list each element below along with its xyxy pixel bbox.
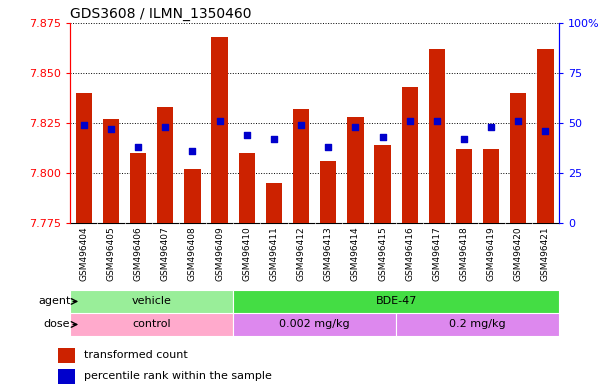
Text: 0.2 mg/kg: 0.2 mg/kg	[449, 319, 506, 329]
Point	[432, 118, 442, 124]
Text: GSM496420: GSM496420	[514, 226, 523, 281]
Bar	[70, 313, 233, 336]
Bar	[347, 117, 364, 223]
Point	[541, 128, 551, 134]
Bar	[429, 49, 445, 223]
Bar	[396, 313, 559, 336]
Bar	[233, 290, 559, 313]
Text: percentile rank within the sample: percentile rank within the sample	[84, 371, 271, 381]
Point	[161, 124, 170, 130]
Point	[378, 134, 387, 140]
Text: GSM496414: GSM496414	[351, 226, 360, 281]
Bar	[510, 93, 527, 223]
Point	[323, 144, 333, 150]
Text: GSM496409: GSM496409	[215, 226, 224, 281]
Text: dose: dose	[44, 319, 70, 329]
Point	[106, 126, 116, 132]
Bar	[401, 87, 418, 223]
Bar	[70, 290, 233, 313]
Point	[242, 132, 252, 138]
Bar	[58, 348, 75, 362]
Point	[133, 144, 143, 150]
Text: GSM496421: GSM496421	[541, 226, 550, 281]
Point	[405, 118, 415, 124]
Bar	[130, 153, 146, 223]
Bar	[103, 119, 119, 223]
Text: GSM496418: GSM496418	[459, 226, 469, 281]
Bar	[266, 183, 282, 223]
Text: GSM496406: GSM496406	[134, 226, 142, 281]
Text: GSM496410: GSM496410	[243, 226, 251, 281]
Point	[351, 124, 360, 130]
Bar	[58, 369, 75, 384]
Point	[214, 118, 224, 124]
Text: GSM496407: GSM496407	[161, 226, 170, 281]
Bar	[483, 149, 499, 223]
Point	[269, 136, 279, 142]
Point	[188, 148, 197, 154]
Point	[486, 124, 496, 130]
Bar	[76, 93, 92, 223]
Text: agent: agent	[38, 296, 70, 306]
Text: vehicle: vehicle	[132, 296, 172, 306]
Bar	[456, 149, 472, 223]
Bar	[293, 109, 309, 223]
Point	[79, 122, 89, 128]
Text: 0.002 mg/kg: 0.002 mg/kg	[279, 319, 350, 329]
Text: GSM496412: GSM496412	[296, 226, 306, 281]
Bar	[537, 49, 554, 223]
Point	[296, 122, 306, 128]
Bar	[185, 169, 200, 223]
Bar	[320, 161, 337, 223]
Point	[513, 118, 523, 124]
Text: control: control	[133, 319, 171, 329]
Text: GSM496413: GSM496413	[324, 226, 333, 281]
Text: GSM496417: GSM496417	[433, 226, 441, 281]
Bar	[375, 145, 390, 223]
Text: GSM496404: GSM496404	[79, 226, 89, 281]
Bar	[233, 313, 396, 336]
Text: GSM496411: GSM496411	[269, 226, 279, 281]
Text: GSM496408: GSM496408	[188, 226, 197, 281]
Bar	[239, 153, 255, 223]
Point	[459, 136, 469, 142]
Text: BDE-47: BDE-47	[375, 296, 417, 306]
Text: GDS3608 / ILMN_1350460: GDS3608 / ILMN_1350460	[70, 7, 252, 21]
Bar	[157, 107, 174, 223]
Text: GSM496415: GSM496415	[378, 226, 387, 281]
Text: GSM496419: GSM496419	[487, 226, 496, 281]
Bar	[211, 37, 228, 223]
Text: transformed count: transformed count	[84, 350, 188, 360]
Text: GSM496416: GSM496416	[405, 226, 414, 281]
Text: GSM496405: GSM496405	[106, 226, 115, 281]
